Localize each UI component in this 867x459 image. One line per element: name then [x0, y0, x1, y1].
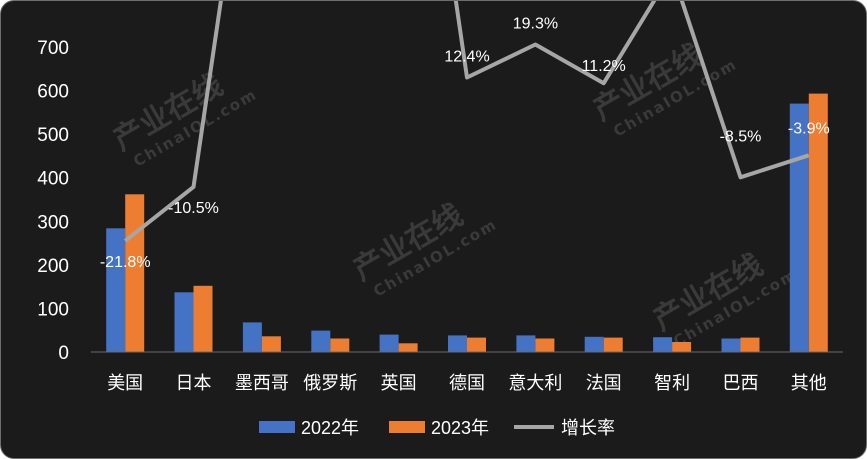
x-category-label: 美国 [107, 373, 143, 393]
bar-2022年-俄罗斯 [311, 330, 331, 352]
x-category-label: 墨西哥 [235, 373, 289, 393]
x-category-label: 英国 [381, 373, 417, 393]
legend-label: 增长率 [561, 418, 615, 438]
legend-label: 2023年 [431, 418, 489, 438]
growth-rate-label: -8.5% [720, 128, 762, 145]
bar-2022年-其他 [789, 103, 809, 352]
bar-2022年-墨西哥 [242, 322, 262, 352]
bar-2022年-法国 [584, 336, 604, 353]
bar-2023年-日本 [193, 285, 213, 352]
bar-2023年-法国 [603, 337, 623, 352]
growth-rate-label: 12.4% [444, 49, 489, 66]
bar-2022年-德国 [448, 335, 467, 352]
legend-item: 2023年 [389, 418, 489, 438]
x-category-label: 智利 [654, 373, 690, 393]
bar-2023年-其他 [808, 93, 828, 352]
bar-2022年-日本 [174, 292, 194, 352]
bar-2022年-意大利 [516, 335, 536, 352]
legend-item: 2022年 [259, 418, 359, 438]
growth-rate-label: 19.3% [513, 16, 558, 33]
y-tick-label: 500 [37, 125, 69, 146]
bar-2023年-俄罗斯 [330, 338, 350, 352]
x-category-label: 巴西 [723, 373, 759, 393]
legend-swatch [259, 421, 295, 433]
bar-2023年-巴西 [740, 337, 760, 352]
bar-2022年-巴西 [721, 338, 741, 352]
bar-2023年-德国 [467, 337, 486, 352]
growth-rate-label: -21.8% [100, 254, 151, 271]
x-category-label: 日本 [176, 373, 212, 393]
growth-line-layer: -21.8%-10.5%86.7%60.1%110.9%12.4%19.3%11… [100, 1, 830, 271]
y-tick-label: 600 [37, 82, 69, 103]
axes-layer: 0 100 200 300 400 500 600 700 美国 日本 墨西哥 俄罗斯 英国 德国 意大利 法… [37, 38, 843, 393]
bar-2023年-墨西哥 [261, 336, 281, 352]
growth-rate-label: -10.5% [168, 200, 219, 217]
growth-rate-label: -3.9% [788, 120, 830, 137]
bar-2022年-智利 [653, 337, 673, 352]
x-category-label: 其他 [791, 373, 827, 393]
bars-layer [106, 93, 828, 353]
bar-2023年-美国 [125, 194, 145, 352]
bar-2022年-英国 [379, 334, 399, 352]
x-category-label: 俄罗斯 [303, 373, 357, 393]
legend-label: 2022年 [301, 418, 359, 438]
growth-rate-label: 11.2% [582, 58, 626, 75]
legend: 2022年 2023年 增长率 [259, 418, 615, 438]
bar-2023年-智利 [672, 342, 692, 352]
legend-item: 增长率 [514, 418, 615, 438]
bar-2023年-意大利 [535, 338, 555, 352]
y-tick-label: 400 [37, 169, 69, 190]
bar-2022年-美国 [106, 228, 126, 352]
y-tick-label: 100 [37, 299, 69, 320]
x-category-label: 意大利 [508, 373, 562, 393]
growth-rate-line [123, 1, 810, 243]
x-category-label: 德国 [449, 373, 485, 393]
legend-swatch [389, 421, 425, 433]
bar-2023年-英国 [398, 343, 418, 352]
x-category-label: 法国 [586, 373, 622, 393]
y-tick-label: 200 [37, 256, 69, 277]
y-tick-label: 700 [37, 38, 69, 59]
y-tick-label: 300 [37, 212, 69, 233]
y-tick-label: 0 [58, 343, 69, 364]
